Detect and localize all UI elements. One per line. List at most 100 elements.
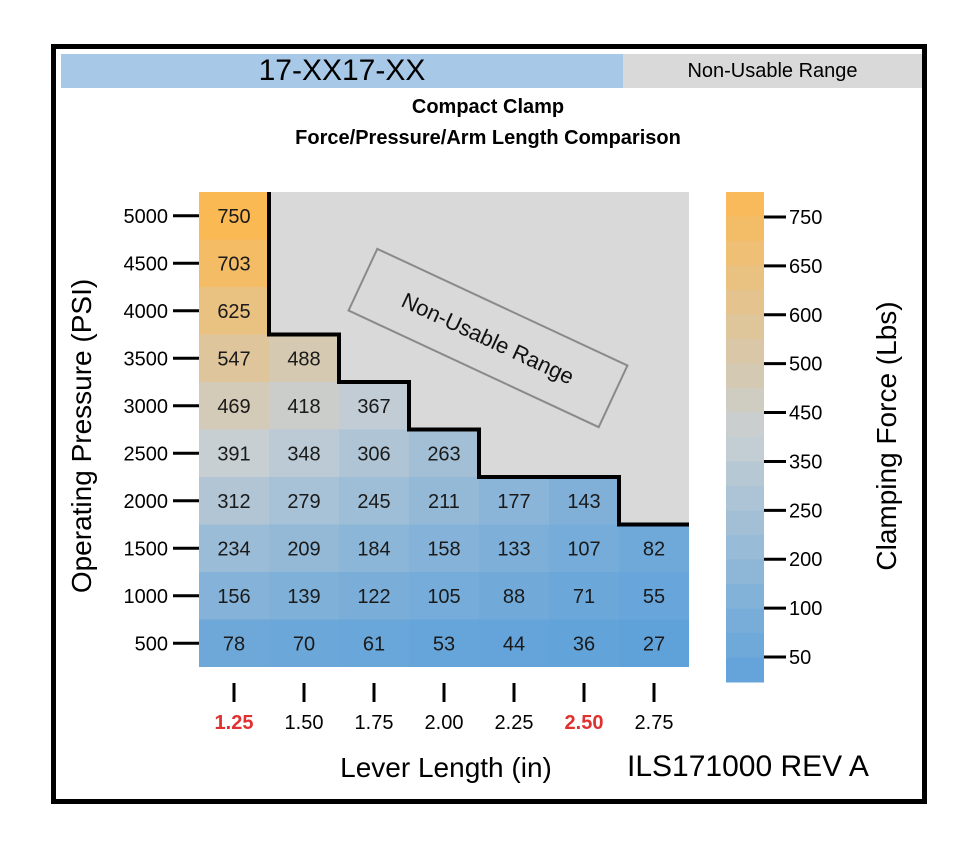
heatmap-cell: [409, 572, 479, 620]
colorbar-segment: [726, 486, 764, 511]
colorbar-segment: [726, 314, 764, 340]
cell-value-label: 36: [573, 633, 595, 655]
colorbar-segment: [726, 608, 764, 634]
x-tick-label: 2.75: [635, 712, 674, 734]
colorbar-tick-label: 500: [789, 354, 822, 376]
y-tick-label: 2000: [124, 491, 169, 513]
y-tick-label: 1000: [124, 586, 169, 608]
colorbar-segment: [726, 412, 764, 438]
cell-value-label: 625: [217, 301, 250, 323]
non-usable-legend-header: Non-Usable Range: [623, 54, 922, 88]
cell-value-label: 703: [217, 253, 250, 275]
colorbar-tick-label: 750: [789, 207, 822, 229]
heatmap-cell: [199, 239, 269, 287]
colorbar-segment: [726, 363, 764, 389]
heatmap-cell: [269, 524, 339, 572]
heatmap-cell: [269, 477, 339, 525]
cell-value-label: 78: [223, 633, 245, 655]
colorbar-tick-label: 50: [789, 647, 811, 669]
cell-value-label: 306: [357, 443, 390, 465]
heatmap-cell: [199, 429, 269, 477]
colorbar-segment: [726, 339, 764, 364]
y-tick-label: 1500: [124, 538, 169, 560]
heatmap-cell: [199, 334, 269, 382]
heatmap-cell: [549, 619, 619, 667]
cell-value-label: 139: [287, 586, 320, 608]
heatmap-cell: [199, 477, 269, 525]
heatmap-cell: [479, 524, 549, 572]
x-axis-label: Lever Length (in): [340, 752, 552, 783]
cell-value-label: 133: [497, 538, 530, 560]
cell-value-label: 488: [287, 348, 320, 370]
colorbar-segment: [726, 192, 764, 217]
chart-subtitle: Force/Pressure/Arm Length Comparison: [295, 127, 681, 149]
heatmap-cell: [199, 572, 269, 620]
heatmap-cell: [549, 477, 619, 525]
cell-value-label: 82: [643, 538, 665, 560]
cell-value-label: 547: [217, 348, 250, 370]
heatmap-cell: [549, 524, 619, 572]
cell-value-label: 391: [217, 443, 250, 465]
heatmap-cell: [619, 619, 689, 667]
cell-value-label: 469: [217, 396, 250, 418]
heatmap-cell: [199, 619, 269, 667]
cell-value-label: 348: [287, 443, 320, 465]
heatmap-cell: [339, 524, 409, 572]
cell-value-label: 44: [503, 633, 525, 655]
colorbar-segment: [726, 216, 764, 242]
cell-value-label: 53: [433, 633, 455, 655]
colorbar-segment: [726, 461, 764, 487]
y-tick-label: 500: [135, 633, 168, 655]
y-tick-label: 2500: [124, 443, 169, 465]
heatmap-cell: [619, 572, 689, 620]
colorbar-segment: [726, 265, 764, 291]
x-tick-label: 1.25: [215, 712, 254, 734]
cell-value-label: 105: [427, 586, 460, 608]
x-tick-label: 2.50: [565, 712, 604, 734]
colorbar-segment: [726, 510, 764, 536]
y-tick-label: 5000: [124, 206, 169, 228]
heatmap-cell: [269, 572, 339, 620]
heatmap-cell: [479, 619, 549, 667]
cell-value-label: 211: [428, 491, 460, 513]
heatmap-cell: [199, 524, 269, 572]
heatmap-cell: [409, 524, 479, 572]
x-tick-label: 1.75: [355, 712, 394, 734]
cell-value-label: 70: [293, 633, 315, 655]
colorbar-segment: [726, 241, 764, 266]
heatmap-cell: [199, 287, 269, 335]
cell-value-label: 184: [357, 538, 390, 560]
colorbar-segment: [726, 535, 764, 560]
colorbar-segment: [726, 290, 764, 315]
model-number-header: 17-XX17-XX: [61, 54, 623, 88]
y-tick-label: 4500: [124, 253, 169, 275]
chart-frame: 17-XX17-XX Non-Usable Range: [51, 44, 927, 804]
x-tick-label: 2.25: [495, 712, 534, 734]
heatmap-cell: [479, 572, 549, 620]
cell-value-label: 27: [643, 633, 665, 655]
colorbar-segment: [726, 633, 764, 658]
y-tick-label: 3000: [124, 396, 169, 418]
colorbar-tick-label: 450: [789, 403, 822, 425]
y-tick-label: 4000: [124, 301, 169, 323]
colorbar-tick-label: 200: [789, 549, 822, 571]
cell-value-label: 158: [427, 538, 460, 560]
heatmap-cell: [409, 429, 479, 477]
colorbar-segment: [726, 388, 764, 413]
heatmap-cell: [269, 334, 339, 382]
chart-title: Compact Clamp: [411, 96, 565, 118]
document-revision: ILS171000 REV A: [627, 750, 869, 783]
heatmap-cell: [269, 382, 339, 430]
heatmap-cell: [339, 382, 409, 430]
cell-value-label: 312: [217, 491, 250, 513]
colorbar-segment: [726, 657, 764, 683]
heatmap-cell: [269, 619, 339, 667]
x-tick-label: 2.00: [425, 712, 464, 734]
heatmap-cell: [409, 619, 479, 667]
heatmap-cell: [619, 524, 689, 572]
heatmap-cell: [549, 572, 619, 620]
heatmap-cell: [339, 429, 409, 477]
heatmap-cell: [409, 477, 479, 525]
cell-value-label: 234: [217, 538, 250, 560]
cell-value-label: 88: [503, 586, 525, 608]
